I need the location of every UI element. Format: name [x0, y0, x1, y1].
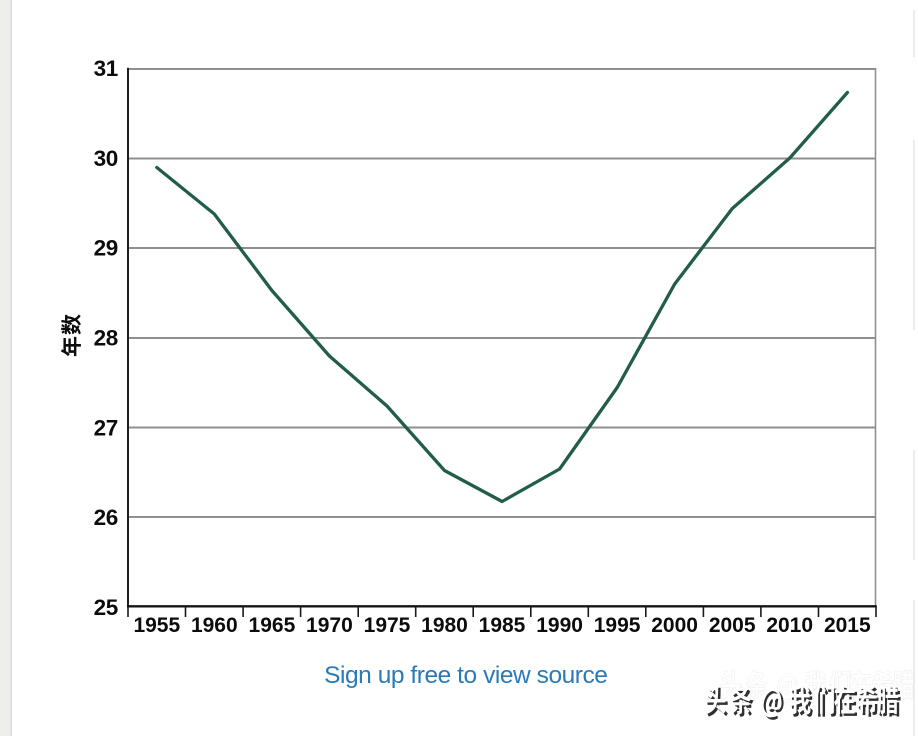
- svg-text:27: 27: [94, 415, 118, 440]
- svg-text:1995: 1995: [594, 614, 641, 637]
- svg-text:1965: 1965: [249, 614, 296, 637]
- svg-text:30: 30: [94, 146, 118, 171]
- svg-text:1990: 1990: [536, 614, 583, 637]
- svg-text:2000: 2000: [651, 614, 698, 637]
- svg-text:2005: 2005: [709, 614, 756, 637]
- svg-text:1985: 1985: [479, 614, 526, 637]
- svg-text:1975: 1975: [364, 614, 411, 637]
- svg-text:1960: 1960: [191, 614, 238, 637]
- svg-text:26: 26: [94, 505, 118, 530]
- svg-text:1970: 1970: [306, 614, 353, 637]
- svg-text:1980: 1980: [421, 614, 468, 637]
- svg-text:29: 29: [94, 236, 118, 261]
- svg-text:31: 31: [94, 56, 118, 81]
- svg-text:1955: 1955: [133, 614, 180, 637]
- svg-text:Sign up free to view source: Sign up free to view source: [324, 662, 607, 689]
- svg-text:2010: 2010: [766, 614, 813, 637]
- svg-text:25: 25: [94, 595, 118, 620]
- svg-text:28: 28: [94, 326, 118, 351]
- svg-text:2015: 2015: [824, 614, 871, 637]
